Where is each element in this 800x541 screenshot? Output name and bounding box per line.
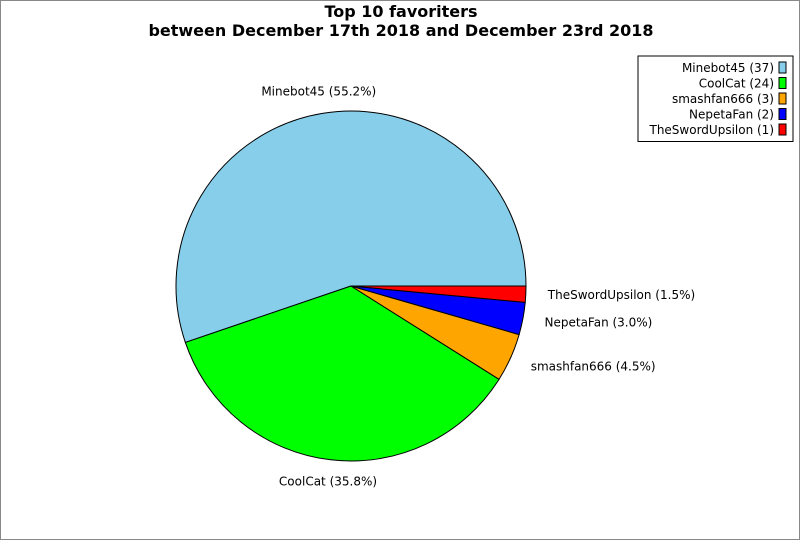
slice-label-nepetafan: NepetaFan (3.0%) (545, 316, 653, 330)
pie-slice-theswordupsilon (350, 285, 527, 303)
chart-title: Top 10 favoriters (324, 2, 477, 21)
legend-label-theswordupsilon: TheSwordUpsilon (1) (648, 123, 774, 137)
chart-subtitle: between December 17th 2018 and December … (148, 21, 653, 40)
pie-slice-coolcat (184, 285, 500, 462)
legend-box (637, 55, 794, 142)
pie-slice-minebot45 (175, 110, 527, 344)
slice-label-coolcat: CoolCat (35.8%) (279, 475, 377, 489)
legend-label-nepetafan: NepetaFan (2) (689, 108, 774, 122)
slices-layer (175, 110, 527, 462)
legend-label-smashfan666: smashfan666 (3) (672, 92, 774, 106)
slice-label-smashfan666: smashfan666 (4.5%) (531, 360, 656, 374)
slice-label-theswordupsilon: TheSwordUpsilon (1.5%) (547, 288, 695, 302)
legend-swatch-coolcat (778, 77, 787, 89)
legend-swatch-nepetafan (778, 108, 787, 120)
slice-labels-layer: Minebot45 (55.2%) CoolCat (35.8%) smashfan… (261, 85, 695, 489)
legend-swatch-smashfan666 (778, 92, 787, 105)
legend-swatch-theswordupsilon (778, 123, 787, 136)
slice-label-minebot45: Minebot45 (55.2%) (261, 85, 376, 99)
legend-label-minebot45: Minebot45 (37) (682, 61, 774, 75)
legend-label-coolcat: CoolCat (24) (699, 77, 774, 91)
legend-swatch-minebot45 (778, 61, 787, 74)
legend: Minebot45 (37) CoolCat (24)smashfan666 (3… (637, 55, 794, 142)
